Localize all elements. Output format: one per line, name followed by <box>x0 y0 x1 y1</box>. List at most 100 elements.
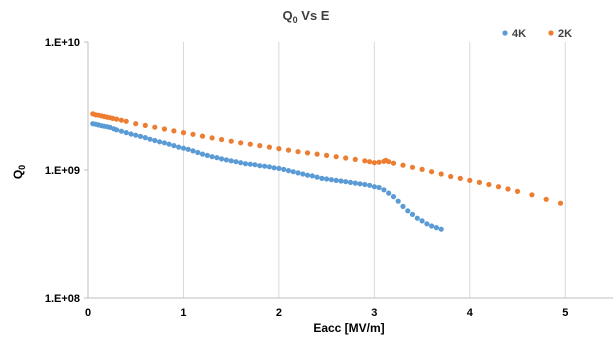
data-point-4k <box>304 172 311 178</box>
data-point-4k <box>157 139 163 145</box>
data-point-4k <box>376 184 382 191</box>
data-point-2k <box>557 200 564 206</box>
data-point-4k <box>238 160 244 166</box>
data-point-4k <box>281 166 287 172</box>
data-point-4k <box>123 130 129 136</box>
data-point-4k <box>180 145 187 151</box>
data-point-4k <box>118 128 124 134</box>
data-point-2k <box>448 173 454 180</box>
data-point-4k <box>219 156 225 162</box>
data-point-2k <box>467 177 473 183</box>
y-axis-label: Q0 <box>11 165 27 179</box>
data-point-4k <box>161 140 167 146</box>
data-point-4k <box>271 165 277 171</box>
data-point-4k <box>257 163 263 169</box>
data-point-4k <box>343 179 349 185</box>
data-point-2k <box>505 186 511 192</box>
chart-title: Q0 Vs E <box>283 8 330 25</box>
data-point-4k <box>319 175 325 181</box>
data-point-2k <box>180 130 187 136</box>
y-tick-label: 1.E+08 <box>45 293 80 305</box>
data-point-4k <box>242 161 249 167</box>
data-point-4k <box>371 184 377 190</box>
grid <box>84 41 566 299</box>
x-tick-label: 4 <box>467 307 474 319</box>
data-point-2k <box>514 188 521 194</box>
data-point-2k <box>367 159 373 165</box>
data-point-4k <box>171 143 177 149</box>
data-point-2k <box>429 169 435 175</box>
data-point-2k <box>324 152 330 158</box>
data-point-4k <box>166 141 172 147</box>
data-point-2k <box>529 192 535 198</box>
x-tick-label: 2 <box>276 307 282 319</box>
data-point-2k <box>257 143 263 149</box>
y-tick-labels: 1.E+08 1.E+09 1.E+10 <box>45 37 80 305</box>
data-point-2k <box>376 159 382 165</box>
data-point-2k <box>161 126 167 132</box>
data-point-4k <box>419 218 425 224</box>
data-point-2k <box>123 118 129 124</box>
chart-title-main: Q <box>283 8 293 23</box>
data-point-2k <box>199 133 206 139</box>
data-point-4k <box>137 133 144 139</box>
data-point-2k <box>438 171 444 177</box>
data-point-4k <box>295 170 301 176</box>
data-point-2k <box>371 160 377 166</box>
data-point-4k <box>228 158 234 164</box>
y-tick-label: 1.E+10 <box>45 37 80 49</box>
data-point-2k <box>142 122 148 128</box>
data-point-4k <box>390 194 397 200</box>
data-point-2k <box>486 181 492 188</box>
data-point-2k <box>476 179 482 185</box>
legend-2k-marker <box>548 30 554 36</box>
data-point-4k <box>152 137 158 144</box>
data-point-2k <box>190 131 196 137</box>
legend-4k-marker <box>502 30 508 36</box>
chart-title-rest: Vs E <box>298 8 330 23</box>
data-point-2k <box>352 156 358 162</box>
data-point-4k <box>367 182 373 188</box>
data-point-4k <box>352 180 358 186</box>
series-4k <box>90 121 444 232</box>
data-point-4k <box>199 151 206 157</box>
x-tick-label: 3 <box>371 307 377 319</box>
data-point-4k <box>204 152 210 158</box>
data-point-4k <box>324 176 330 182</box>
data-point-4k <box>285 168 292 174</box>
data-point-4k <box>338 178 344 184</box>
y-axis-label-subscript: 0 <box>17 165 27 170</box>
data-point-2k <box>228 138 234 144</box>
data-point-4k <box>290 169 296 175</box>
x-tick-label: 0 <box>85 307 91 319</box>
data-point-4k <box>405 208 411 214</box>
data-point-2k <box>118 117 124 123</box>
data-point-2k <box>400 162 406 168</box>
data-point-2k <box>171 128 177 134</box>
data-point-4k <box>195 149 201 156</box>
data-point-2k <box>209 135 215 141</box>
data-point-2k <box>276 146 282 152</box>
data-point-2k <box>285 147 292 153</box>
series-layer <box>90 111 564 232</box>
data-point-4k <box>424 221 430 227</box>
y-axis-label-main: Q <box>11 170 25 179</box>
chart-title-subscript: 0 <box>293 15 298 25</box>
data-point-4k <box>276 165 282 171</box>
data-point-2k <box>219 136 225 143</box>
data-point-4k <box>114 127 120 133</box>
data-point-4k <box>223 157 229 163</box>
data-point-2k <box>304 150 311 156</box>
data-point-4k <box>247 161 253 167</box>
series-2k <box>90 111 564 206</box>
data-point-4k <box>300 171 306 177</box>
x-tick-label: 5 <box>562 307 568 319</box>
data-point-4k <box>395 198 401 204</box>
data-point-4k <box>314 174 320 180</box>
data-point-4k <box>400 203 406 209</box>
data-point-4k <box>266 164 272 170</box>
data-point-4k <box>176 144 182 150</box>
data-point-2k <box>343 155 349 161</box>
data-point-4k <box>214 155 220 161</box>
